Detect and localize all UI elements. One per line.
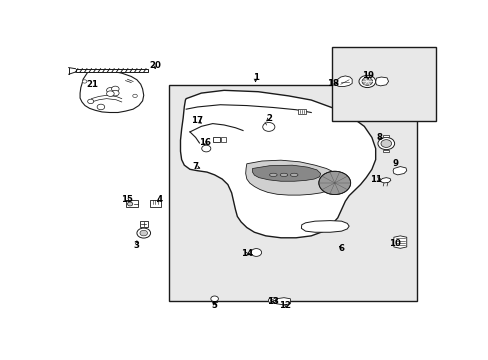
- Polygon shape: [375, 77, 388, 86]
- Circle shape: [270, 299, 273, 302]
- Circle shape: [140, 230, 147, 236]
- Text: 21: 21: [86, 80, 98, 89]
- Text: 17: 17: [191, 116, 203, 125]
- Text: 10: 10: [388, 239, 401, 248]
- Polygon shape: [252, 165, 320, 181]
- Circle shape: [132, 94, 137, 98]
- Ellipse shape: [290, 173, 297, 176]
- Bar: [75, 69, 148, 72]
- Circle shape: [87, 99, 94, 104]
- Text: 2: 2: [266, 113, 272, 122]
- Circle shape: [268, 298, 275, 303]
- Ellipse shape: [269, 173, 277, 176]
- Circle shape: [127, 202, 132, 206]
- Text: 4: 4: [156, 195, 163, 204]
- Text: 19: 19: [361, 71, 373, 80]
- Circle shape: [361, 77, 372, 85]
- Circle shape: [97, 104, 104, 110]
- Circle shape: [111, 90, 119, 96]
- Circle shape: [250, 249, 261, 256]
- Text: 15: 15: [121, 195, 133, 204]
- Polygon shape: [380, 177, 390, 183]
- Bar: [126, 201, 138, 207]
- Polygon shape: [301, 221, 348, 232]
- Polygon shape: [337, 76, 351, 86]
- Circle shape: [137, 228, 150, 238]
- Circle shape: [377, 138, 394, 150]
- Text: 13: 13: [267, 297, 279, 306]
- Text: 8: 8: [376, 133, 382, 142]
- Polygon shape: [245, 160, 339, 195]
- Circle shape: [202, 145, 210, 152]
- Circle shape: [262, 122, 274, 131]
- Text: 12: 12: [278, 301, 290, 310]
- Bar: [150, 201, 161, 207]
- Polygon shape: [276, 298, 290, 305]
- Bar: [169, 85, 417, 301]
- Bar: [383, 150, 388, 152]
- Text: 11: 11: [370, 175, 382, 184]
- Circle shape: [380, 140, 391, 148]
- Circle shape: [358, 75, 375, 87]
- Bar: [212, 137, 219, 141]
- Bar: [383, 135, 388, 138]
- Text: 3: 3: [134, 241, 140, 250]
- Bar: [221, 137, 226, 141]
- Polygon shape: [80, 70, 143, 112]
- Text: 14: 14: [240, 249, 252, 258]
- Text: 18: 18: [326, 79, 339, 88]
- Polygon shape: [392, 167, 406, 175]
- Text: 16: 16: [199, 139, 211, 148]
- Polygon shape: [180, 90, 375, 238]
- Text: 9: 9: [391, 159, 398, 168]
- Circle shape: [82, 80, 87, 83]
- Polygon shape: [393, 236, 406, 248]
- Bar: [297, 109, 305, 114]
- Circle shape: [210, 296, 218, 302]
- Circle shape: [106, 91, 114, 96]
- Text: 7: 7: [192, 162, 200, 171]
- Circle shape: [111, 86, 119, 92]
- Text: 6: 6: [338, 244, 344, 253]
- Bar: [331, 48, 435, 121]
- Ellipse shape: [280, 173, 287, 176]
- Circle shape: [318, 171, 350, 194]
- Text: 20: 20: [149, 61, 161, 70]
- Bar: [140, 221, 147, 227]
- Text: 1: 1: [252, 73, 258, 82]
- Circle shape: [106, 87, 114, 93]
- Text: 5: 5: [211, 301, 217, 310]
